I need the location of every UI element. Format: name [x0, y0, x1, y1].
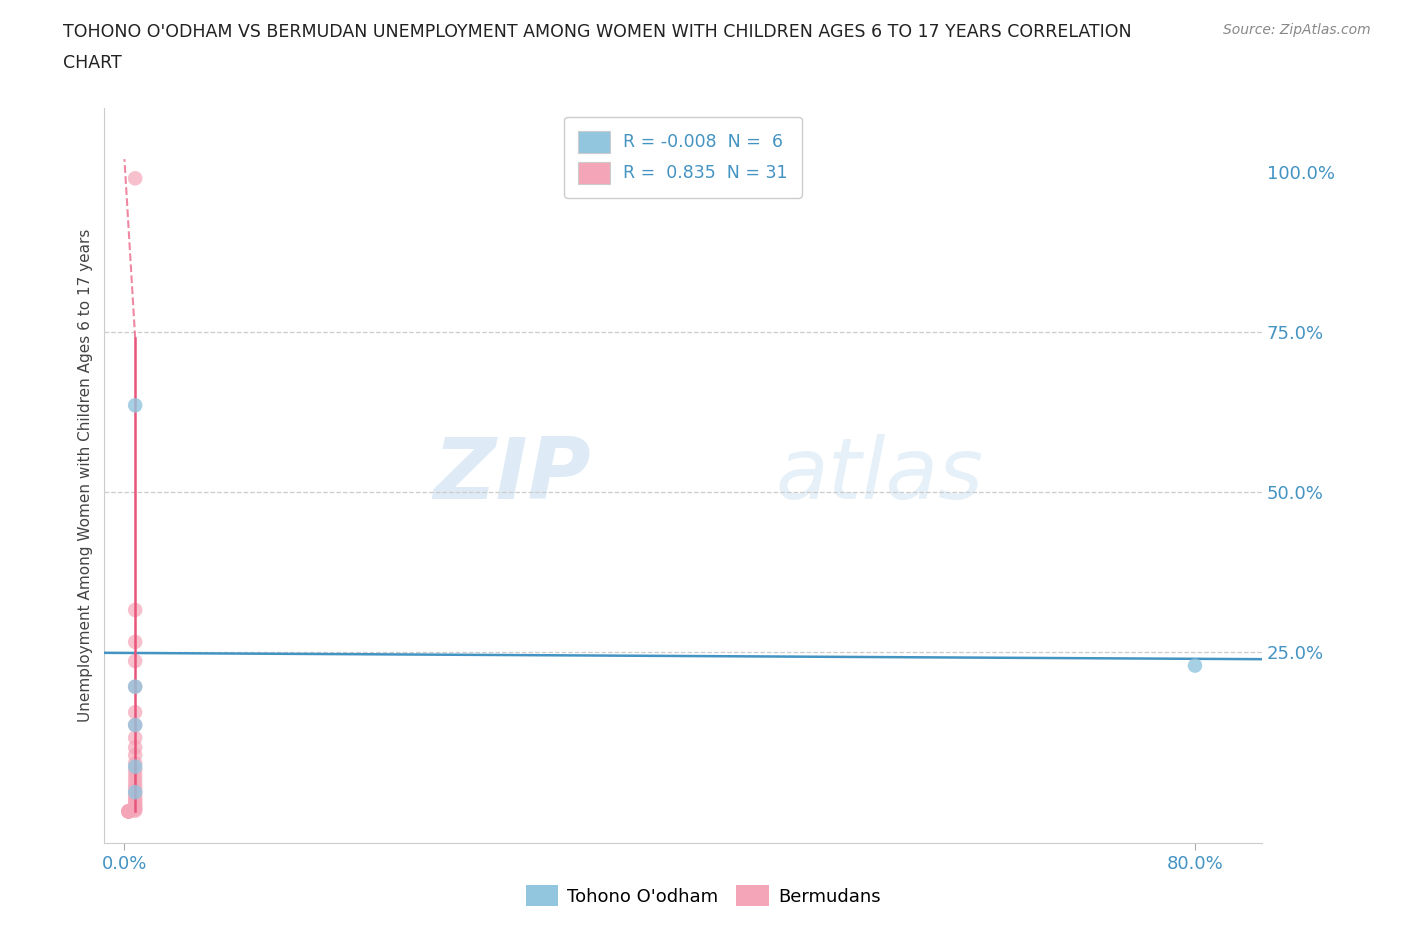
Point: [124, 756, 146, 771]
Point: [124, 603, 146, 618]
Point: [124, 740, 146, 755]
Point: [117, 804, 139, 818]
Legend: R = -0.008  N =  6, R =  0.835  N = 31: R = -0.008 N = 6, R = 0.835 N = 31: [564, 116, 801, 198]
Point: [117, 804, 139, 818]
Point: [124, 793, 146, 808]
Point: [124, 171, 146, 186]
Text: TOHONO O'ODHAM VS BERMUDAN UNEMPLOYMENT AMONG WOMEN WITH CHILDREN AGES 6 TO 17 Y: TOHONO O'ODHAM VS BERMUDAN UNEMPLOYMENT …: [63, 23, 1132, 41]
Point: [124, 767, 146, 782]
Point: [124, 801, 146, 816]
Text: atlas: atlas: [776, 434, 984, 517]
Point: [124, 679, 146, 694]
Point: [124, 759, 146, 774]
Point: [124, 796, 146, 811]
Point: [117, 804, 139, 818]
Point: [124, 654, 146, 669]
Point: [124, 705, 146, 720]
Point: [124, 679, 146, 694]
Point: [124, 718, 146, 733]
Point: [117, 804, 139, 818]
Point: [124, 730, 146, 745]
Point: [124, 718, 146, 733]
Point: [124, 791, 146, 806]
Point: [124, 785, 146, 800]
Point: [124, 802, 146, 817]
Point: [117, 804, 139, 818]
Point: [124, 804, 146, 818]
Point: [124, 398, 146, 413]
Legend: Tohono O'odham, Bermudans: Tohono O'odham, Bermudans: [519, 878, 887, 913]
Point: [124, 763, 146, 777]
Y-axis label: Unemployment Among Women with Children Ages 6 to 17 years: Unemployment Among Women with Children A…: [79, 229, 93, 723]
Text: Source: ZipAtlas.com: Source: ZipAtlas.com: [1223, 23, 1371, 37]
Point: [117, 804, 139, 818]
Point: [124, 772, 146, 787]
Text: ZIP: ZIP: [433, 434, 591, 517]
Point: [1184, 658, 1206, 673]
Point: [124, 788, 146, 803]
Text: CHART: CHART: [63, 54, 122, 72]
Point: [124, 634, 146, 649]
Point: [124, 777, 146, 791]
Point: [124, 780, 146, 795]
Point: [124, 748, 146, 763]
Point: [124, 799, 146, 814]
Point: [124, 784, 146, 799]
